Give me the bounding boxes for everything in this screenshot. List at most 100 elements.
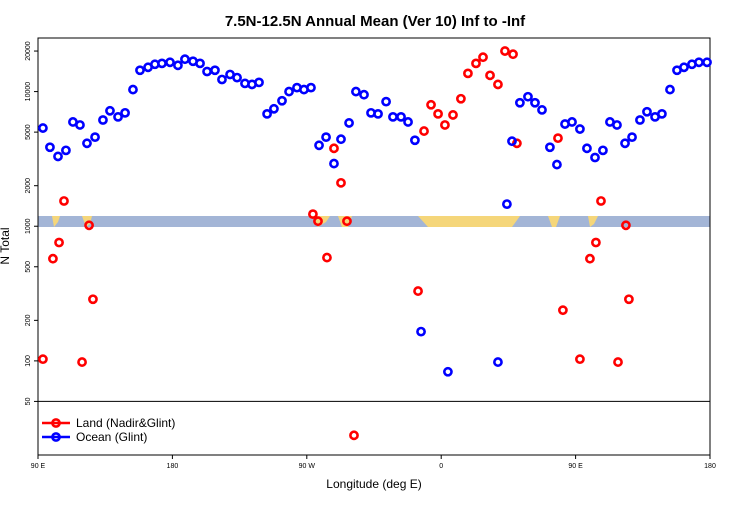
series bbox=[38, 54, 712, 377]
marker bbox=[523, 91, 533, 102]
marker bbox=[180, 54, 190, 65]
plot-frame bbox=[37, 37, 711, 456]
marker bbox=[135, 65, 145, 76]
marker bbox=[84, 220, 94, 231]
marker bbox=[613, 357, 623, 367]
marker bbox=[75, 120, 85, 130]
marker bbox=[269, 103, 279, 114]
marker bbox=[98, 115, 108, 125]
marker bbox=[635, 115, 645, 125]
marker bbox=[322, 252, 332, 263]
marker bbox=[388, 111, 398, 122]
marker bbox=[284, 86, 294, 97]
marker bbox=[308, 209, 318, 220]
marker bbox=[53, 151, 63, 162]
marker bbox=[88, 294, 98, 305]
marker bbox=[416, 326, 426, 337]
legend-label: Ocean (Glint) bbox=[76, 430, 147, 444]
marker bbox=[596, 196, 606, 206]
series bbox=[38, 46, 634, 441]
ocean-band bbox=[38, 216, 710, 227]
marker bbox=[128, 84, 138, 95]
y-tick-label: 1000 bbox=[25, 218, 32, 234]
marker bbox=[48, 253, 58, 264]
marker bbox=[575, 354, 585, 365]
marker bbox=[493, 79, 503, 90]
marker bbox=[165, 57, 175, 68]
marker bbox=[694, 57, 704, 68]
marker bbox=[500, 46, 510, 56]
x-tick-label: 180 bbox=[167, 463, 179, 470]
marker bbox=[54, 237, 64, 248]
marker bbox=[530, 97, 540, 108]
y-tick-label: 200 bbox=[25, 314, 32, 326]
marker bbox=[202, 66, 212, 77]
y-tick-label: 500 bbox=[25, 261, 32, 273]
marker bbox=[514, 97, 525, 108]
land-patches bbox=[52, 216, 598, 227]
marker bbox=[351, 86, 361, 97]
y-tick-label: 5000 bbox=[25, 124, 32, 140]
marker bbox=[173, 60, 183, 71]
chart-title: 7.5N-12.5N Annual Mean (Ver 10) Inf to -… bbox=[225, 13, 526, 30]
marker bbox=[90, 132, 100, 143]
marker bbox=[620, 138, 630, 149]
marker bbox=[440, 120, 450, 130]
marker bbox=[456, 93, 466, 104]
marker bbox=[329, 158, 339, 169]
marker bbox=[642, 106, 652, 117]
marker bbox=[426, 99, 436, 110]
marker bbox=[493, 357, 503, 367]
marker bbox=[463, 68, 473, 79]
marker bbox=[403, 117, 413, 127]
marker bbox=[313, 216, 323, 227]
marker bbox=[471, 58, 481, 69]
marker bbox=[545, 142, 555, 153]
marker bbox=[262, 108, 272, 119]
marker bbox=[507, 136, 517, 147]
marker bbox=[359, 89, 369, 100]
x-tick-label: 90 E bbox=[568, 463, 583, 470]
marker bbox=[381, 96, 391, 107]
legend-marker bbox=[51, 418, 61, 428]
marker bbox=[553, 133, 563, 144]
marker bbox=[448, 110, 458, 120]
marker bbox=[120, 107, 130, 118]
marker bbox=[679, 62, 689, 73]
marker bbox=[314, 140, 324, 151]
marker bbox=[277, 95, 287, 106]
y-tick-label: 10000 bbox=[25, 82, 32, 102]
marker bbox=[321, 132, 331, 143]
marker bbox=[702, 57, 712, 68]
marker bbox=[657, 108, 667, 119]
marker bbox=[329, 143, 339, 154]
marker bbox=[232, 72, 242, 83]
y-tick-label: 100 bbox=[25, 355, 32, 367]
marker bbox=[502, 199, 512, 210]
marker bbox=[195, 58, 205, 69]
marker bbox=[45, 142, 55, 153]
marker bbox=[396, 111, 406, 122]
marker bbox=[82, 138, 92, 149]
marker bbox=[552, 159, 562, 170]
marker bbox=[419, 126, 429, 136]
marker bbox=[624, 294, 634, 305]
marker bbox=[336, 134, 346, 145]
marker bbox=[61, 145, 71, 156]
marker bbox=[349, 430, 359, 441]
marker bbox=[433, 108, 443, 119]
marker bbox=[478, 52, 488, 63]
x-axis-label: Longitude (deg E) bbox=[326, 477, 421, 491]
marker bbox=[665, 84, 675, 95]
marker bbox=[575, 124, 585, 134]
marker bbox=[621, 220, 631, 231]
marker bbox=[254, 77, 264, 88]
marker bbox=[591, 237, 601, 248]
marker bbox=[567, 117, 577, 127]
marker bbox=[612, 120, 622, 130]
marker bbox=[336, 177, 346, 188]
marker bbox=[59, 196, 69, 206]
marker bbox=[157, 58, 167, 69]
marker bbox=[585, 253, 595, 264]
